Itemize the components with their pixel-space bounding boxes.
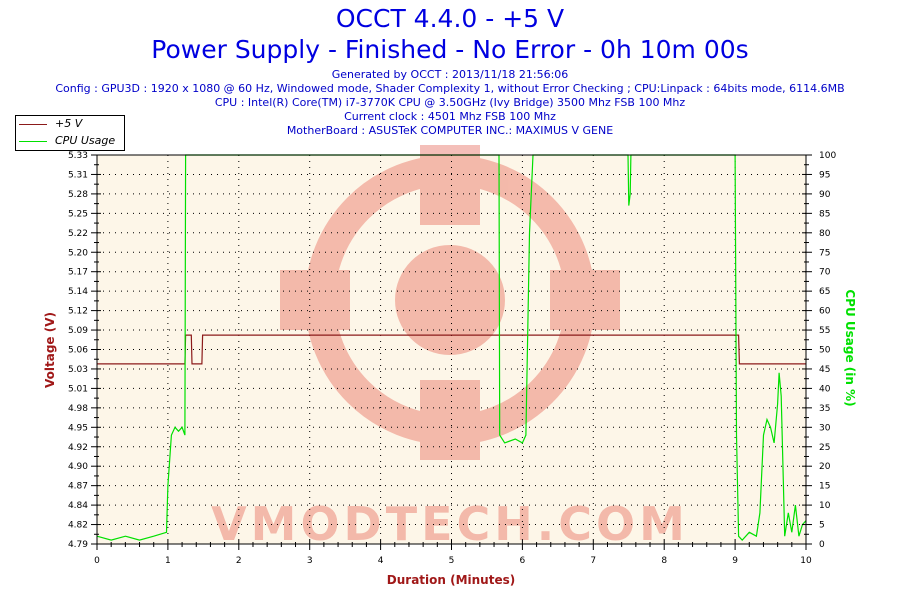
- svg-text:5.17: 5.17: [68, 268, 88, 278]
- svg-text:4.84: 4.84: [68, 501, 88, 511]
- svg-text:10: 10: [819, 501, 831, 511]
- svg-text:6: 6: [520, 556, 526, 566]
- svg-text:4.90: 4.90: [68, 462, 88, 472]
- svg-text:100: 100: [819, 151, 836, 161]
- svg-text:5.20: 5.20: [68, 248, 88, 258]
- svg-text:55: 55: [819, 326, 830, 336]
- svg-text:VMODTECH.COM: VMODTECH.COM: [211, 497, 689, 551]
- svg-text:5.28: 5.28: [68, 190, 88, 200]
- svg-text:15: 15: [819, 482, 830, 492]
- series-cpu-usage: [96, 154, 807, 541]
- svg-text:5.33: 5.33: [68, 151, 88, 161]
- svg-text:5.01: 5.01: [68, 384, 88, 394]
- svg-text:5.12: 5.12: [68, 307, 88, 317]
- svg-text:35: 35: [819, 404, 830, 414]
- svg-text:5: 5: [449, 556, 455, 566]
- grid-lines: [97, 155, 806, 544]
- svg-text:4.79: 4.79: [68, 540, 88, 550]
- svg-text:30: 30: [819, 423, 831, 433]
- svg-text:20: 20: [819, 462, 831, 472]
- svg-text:5: 5: [819, 521, 825, 531]
- legend-label-cpu: CPU Usage: [55, 134, 116, 147]
- watermark: VMODTECH.COM: [211, 145, 689, 551]
- legend: +5 V CPU Usage: [15, 115, 125, 151]
- chart-title: OCCT 4.4.0 - +5 V: [335, 4, 565, 33]
- svg-text:1: 1: [165, 556, 171, 566]
- svg-text:8: 8: [661, 556, 667, 566]
- svg-text:0: 0: [94, 556, 100, 566]
- legend-item-cpu: CPU Usage: [16, 133, 124, 149]
- svg-text:85: 85: [819, 209, 830, 219]
- svg-text:65: 65: [819, 287, 830, 297]
- svg-text:45: 45: [819, 365, 830, 375]
- svg-text:4.87: 4.87: [68, 482, 88, 492]
- svg-text:4.98: 4.98: [68, 404, 88, 414]
- svg-text:75: 75: [819, 248, 830, 258]
- svg-text:50: 50: [819, 346, 831, 356]
- svg-text:7: 7: [590, 556, 596, 566]
- data-series: [96, 154, 807, 541]
- y2-axis-label: CPU Usage (in %): [843, 289, 857, 406]
- legend-item-5v: +5 V: [16, 116, 124, 132]
- svg-text:5.25: 5.25: [68, 209, 88, 219]
- chart-subtitle: Power Supply - Finished - No Error - 0h …: [151, 35, 749, 64]
- x-axis-label: Duration (Minutes): [387, 573, 515, 587]
- svg-text:9: 9: [732, 556, 738, 566]
- svg-text:5.09: 5.09: [68, 326, 88, 336]
- svg-text:60: 60: [819, 307, 831, 317]
- svg-text:95: 95: [819, 170, 830, 180]
- svg-text:5.31: 5.31: [68, 170, 88, 180]
- svg-text:25: 25: [819, 443, 830, 453]
- legend-label-5v: +5 V: [55, 117, 83, 130]
- svg-text:2: 2: [236, 556, 242, 566]
- svg-text:80: 80: [819, 229, 831, 239]
- svg-text:10: 10: [800, 556, 812, 566]
- legend-swatch-cpu: [19, 141, 47, 142]
- y-axis-label: Voltage (V): [43, 312, 57, 388]
- svg-text:5.03: 5.03: [68, 365, 88, 375]
- svg-text:4.92: 4.92: [68, 443, 88, 453]
- svg-text:0: 0: [819, 540, 825, 550]
- clock-info: Current clock : 4501 Mhz FSB 100 Mhz: [344, 110, 556, 123]
- svg-text:5.14: 5.14: [68, 287, 88, 297]
- legend-swatch-5v: [19, 124, 47, 125]
- svg-text:4.82: 4.82: [68, 521, 88, 531]
- svg-text:4.95: 4.95: [68, 423, 88, 433]
- cpu-info: CPU : Intel(R) Core(TM) i7-3770K CPU @ 3…: [214, 96, 686, 109]
- svg-text:40: 40: [819, 384, 831, 394]
- svg-text:3: 3: [307, 556, 313, 566]
- svg-text:90: 90: [819, 190, 831, 200]
- generated-info: Generated by OCCT : 2013/11/18 21:56:06: [331, 68, 569, 81]
- config-info: Config : GPU3D : 1920 x 1080 @ 60 Hz, Wi…: [55, 82, 845, 95]
- svg-text:5.22: 5.22: [68, 229, 88, 239]
- svg-text:4: 4: [378, 556, 384, 566]
- axes: 4.79 04.82 54.84 104.87 154.90 204.92 254.95 30…: [68, 151, 836, 566]
- svg-text:5.06: 5.06: [68, 346, 88, 356]
- motherboard-info: MotherBoard : ASUSTeK COMPUTER INC.: MAX…: [286, 124, 614, 137]
- svg-text:70: 70: [819, 268, 831, 278]
